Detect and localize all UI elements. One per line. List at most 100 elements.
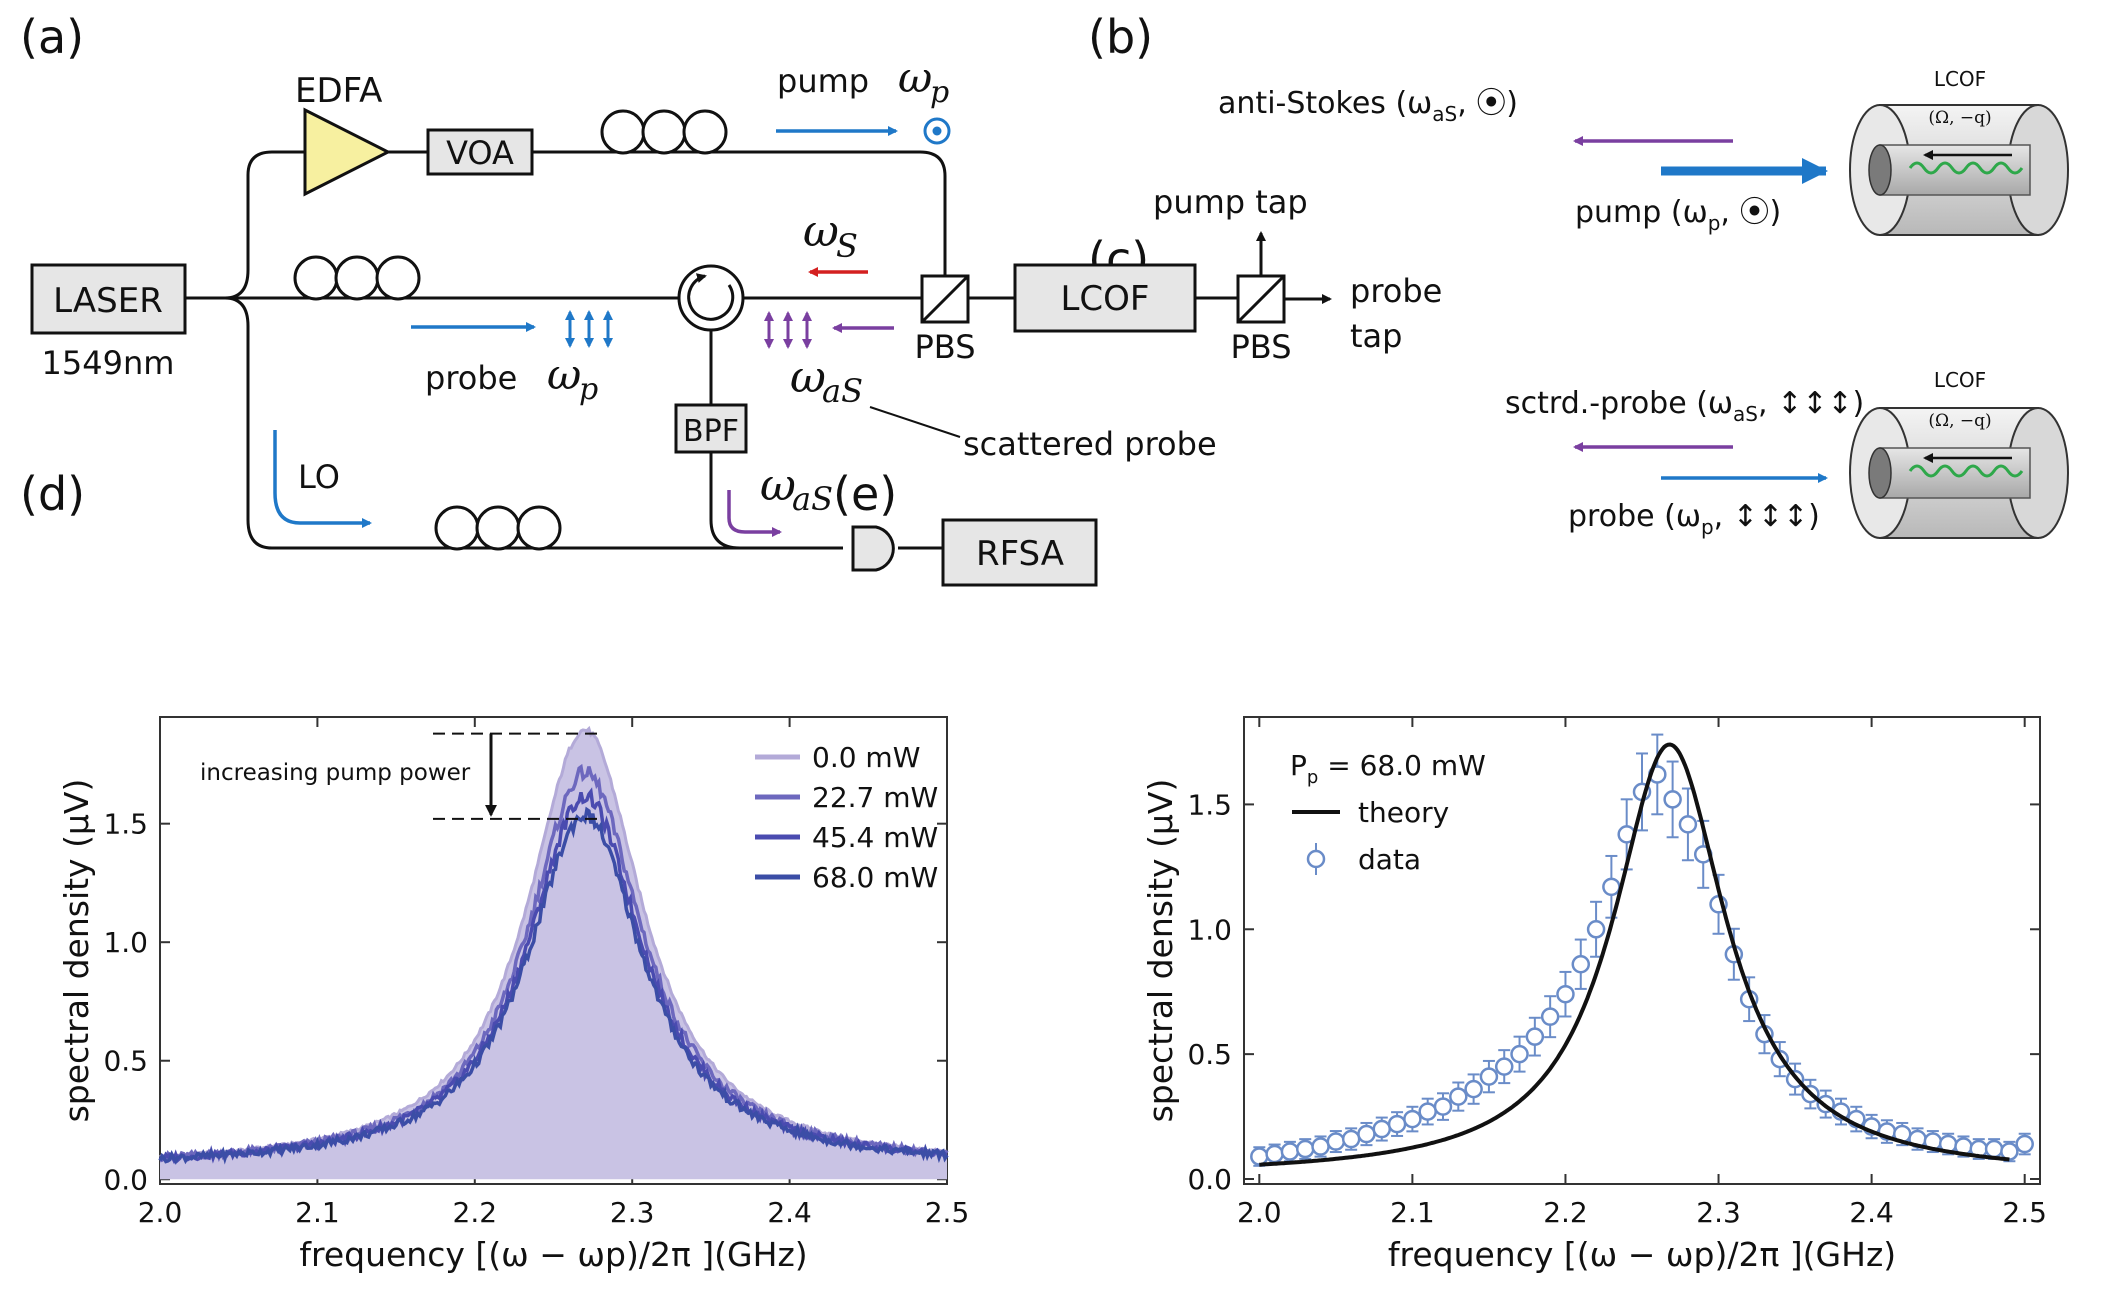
panel-label-a: (a)	[20, 10, 85, 64]
panel-b-phonon-label: (Ω, −q)	[1928, 108, 1991, 128]
data-point	[1403, 1109, 1422, 1129]
data-point	[1494, 1057, 1514, 1076]
panel-c-phonon-label: (Ω, −q)	[1928, 411, 1991, 431]
chart-e: 2.0 2.1 2.2 2.3 2.4 2.5 0.0 0.5 1.0 1.5 frequency …	[1141, 716, 2047, 1274]
data-point	[1464, 1079, 1483, 1099]
lcof-box	[1013, 263, 1197, 333]
data-point	[1433, 1097, 1453, 1116]
probe-omega: ω	[547, 350, 581, 399]
laser-box	[30, 263, 187, 335]
pump-power-label: Pp = 68.0 mW	[1290, 749, 1486, 788]
data-point	[1295, 1139, 1315, 1159]
panel-label-e: (e)	[833, 467, 898, 521]
panel-b: anti-Stokes (ωaS, ⦿) pump (ωp, ⦿) LCOF (…	[1218, 67, 2069, 236]
chart-d: 2.0 2.1 2.2 2.3 2.4 2.5 0.0 0.5 1.0 1.5 frequency …	[57, 716, 970, 1274]
data-point	[1556, 984, 1575, 1004]
bpf-det-line	[709, 452, 741, 550]
pbs-2-label: PBS	[1231, 328, 1292, 366]
data-point	[1387, 1114, 1407, 1134]
data-point	[1984, 1139, 2004, 1159]
data-point	[1479, 1067, 1499, 1086]
x-tick-label: 2.5	[2002, 1196, 2047, 1229]
y-tick-label: 1.0	[103, 926, 148, 959]
x-tick-label: 2.3	[1696, 1196, 1741, 1229]
laser-label: LASER	[53, 281, 163, 321]
data-point	[1357, 1124, 1376, 1144]
circulator	[677, 264, 745, 332]
panel-c-lcof-label: LCOF	[1934, 368, 1986, 392]
bpf-box	[674, 403, 748, 454]
pbs-1	[920, 274, 970, 324]
data-point	[1571, 954, 1591, 974]
data-point	[1311, 1137, 1330, 1156]
lo-label: LO	[298, 458, 340, 496]
edfa-label: EDFA	[295, 71, 382, 111]
x-tick-label: 2.5	[925, 1196, 970, 1229]
legend-label-2: 45.4 mW	[812, 821, 938, 854]
x-tick-label: 2.2	[453, 1196, 498, 1229]
series-fill-0	[160, 728, 947, 1180]
lo-branch-line	[224, 296, 721, 550]
setup-diagram	[185, 150, 1238, 550]
y-axis-label: spectral density (μV)	[57, 779, 96, 1123]
data-point	[1586, 920, 1606, 939]
scattered-probe-pointer	[869, 406, 961, 438]
series-line-3	[158, 806, 949, 1165]
legend-theory-label: theory	[1358, 796, 1449, 829]
panel-c-fiber-icon	[1849, 407, 2069, 539]
voa-box	[426, 128, 534, 176]
annotation-text: increasing pump power	[200, 760, 471, 786]
lo-arrow	[273, 430, 372, 528]
legend-label-3: 68.0 mW	[812, 861, 938, 894]
data-point	[1449, 1087, 1468, 1106]
data-point	[1663, 790, 1682, 809]
x-tick-label: 2.1	[295, 1196, 340, 1229]
panel-b-fiber-icon	[1849, 104, 2069, 236]
probe-tap-label-1: probe	[1350, 272, 1442, 310]
panel-label-b: (b)	[1088, 10, 1154, 64]
pump-line	[532, 150, 947, 280]
legend-data-marker	[1306, 849, 1326, 869]
data-point	[1341, 1129, 1361, 1149]
pump-omega-sub: p	[930, 75, 949, 110]
probe-label: probe	[425, 359, 517, 397]
data-point	[1326, 1132, 1346, 1151]
edfa-amplifier	[303, 107, 392, 197]
x-axis-label: frequency [(ω − ωp)/2π ](GHz)	[1388, 1235, 1896, 1274]
fiber-polarization-controller-pump	[600, 109, 728, 155]
probe-tap-label-2: tap	[1350, 317, 1402, 355]
y-tick-label: 0.0	[103, 1163, 148, 1196]
legend-label-0: 0.0 mW	[812, 741, 920, 774]
fiber-polarization-controller-probe	[293, 255, 421, 301]
plot-frame	[159, 716, 948, 1185]
x-tick-label: 2.0	[138, 1196, 183, 1229]
panel-label-d: (d)	[20, 467, 86, 521]
probe-polarization-in-plane-icon	[565, 310, 613, 348]
pump-polarization-out-of-plane-icon	[923, 117, 951, 145]
omega-s-sub: S	[836, 227, 858, 265]
y-tick-label: 0.0	[1187, 1163, 1232, 1196]
panel-b-anti-stokes-label: anti-Stokes (ωaS, ⦿)	[1218, 86, 1518, 126]
omega-as-sub: aS	[822, 372, 863, 410]
x-tick-label: 2.0	[1237, 1196, 1282, 1229]
data-point	[1265, 1144, 1284, 1164]
panel-c: sctrd.-probe (ωaS, ↕↕↕) probe (ωp, ↕↕↕) …	[1505, 368, 2069, 539]
y-tick-label: 0.5	[103, 1045, 148, 1078]
pbs-2	[1236, 274, 1286, 324]
data-point	[1510, 1044, 1529, 1064]
x-tick-label: 2.3	[610, 1196, 655, 1229]
pbs-1-label: PBS	[915, 328, 976, 366]
x-tick-label: 2.1	[1390, 1196, 1435, 1229]
y-axis-label: spectral density (μV)	[1141, 779, 1180, 1123]
upper-branch-line	[224, 150, 305, 300]
data-point	[1372, 1119, 1392, 1139]
legend-label-1: 22.7 mW	[812, 781, 938, 814]
x-tick-label: 2.2	[1543, 1196, 1588, 1229]
legend-data-label: data	[1358, 843, 1421, 876]
theory-curve	[1259, 742, 2010, 1167]
rfsa-label: RFSA	[976, 534, 1064, 574]
omega-as-label: ω	[790, 352, 826, 403]
x-tick-label: 2.4	[1849, 1196, 1894, 1229]
lcof-label: LCOF	[1060, 279, 1149, 319]
